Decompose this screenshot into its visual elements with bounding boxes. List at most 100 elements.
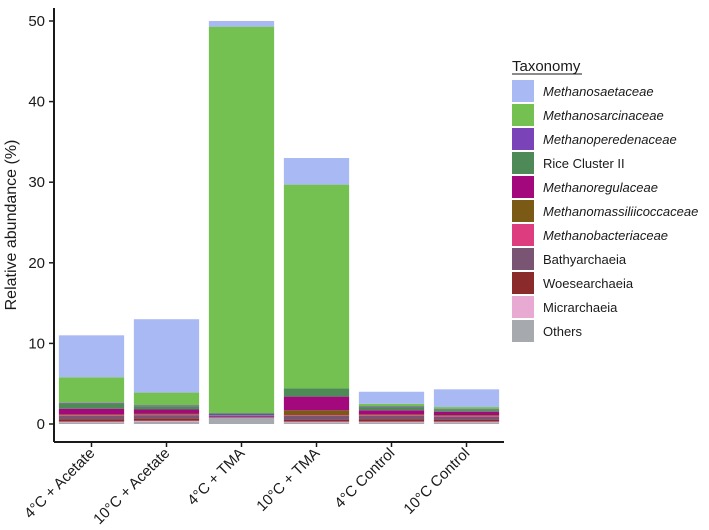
y-tick-label: 30 (28, 174, 45, 191)
x-tick-label: 10°C + TMA (253, 445, 323, 515)
y-tick-label: 0 (37, 416, 45, 433)
legend-swatch (512, 320, 534, 342)
y-tick-label: 50 (28, 13, 45, 30)
bar-segment (58, 377, 125, 404)
bar-segment (208, 26, 275, 414)
bar-segment (133, 415, 200, 419)
legend-label: Bathyarchaeia (543, 252, 627, 267)
bar-segment (58, 415, 125, 416)
bar-segment (283, 396, 350, 411)
bar-segment (58, 414, 125, 416)
bar-segment (208, 415, 275, 417)
bar-segment (283, 421, 350, 423)
bar-segment (58, 421, 125, 423)
bar-segment (283, 388, 350, 397)
legend-label: Methanoregulaceae (543, 180, 658, 195)
bar-segment (283, 419, 350, 422)
x-tick-label: 10°C + Acetate (90, 445, 173, 528)
bar-segment (358, 419, 425, 422)
bar-segment (283, 410, 350, 416)
legend-item: Methanosarcinaceae (512, 104, 664, 126)
x-tick-label: 4°C + Acetate (21, 445, 98, 522)
legend-swatch (512, 128, 534, 150)
bar-segment (58, 422, 125, 424)
legend-label: Methanoperedenaceae (543, 132, 677, 147)
bar-segment (208, 21, 275, 27)
bar-segment (133, 392, 200, 406)
legend-label: Woesearchaeia (543, 276, 634, 291)
bar-segment (133, 406, 200, 410)
bar-segment (58, 403, 125, 409)
bar-segment (58, 403, 125, 404)
bar-segment (433, 407, 500, 410)
legend-item: Micrarchaeia (512, 296, 618, 318)
legend-swatch (512, 224, 534, 246)
y-tick-label: 40 (28, 94, 45, 111)
bar-segment (433, 415, 500, 417)
bar-segment (358, 403, 425, 407)
bar-segment (133, 319, 200, 393)
legend-swatch (512, 272, 534, 294)
legend-swatch (512, 296, 534, 318)
legend-item: Others (512, 320, 583, 342)
bar-segment (358, 421, 425, 423)
bar-segment (133, 413, 200, 415)
legend-label: Rice Cluster II (543, 156, 625, 171)
legend-item: Methanobacteriaceae (512, 224, 668, 246)
legend-swatch (512, 80, 534, 102)
legend-swatch (512, 176, 534, 198)
legend-item: Woesearchaeia (512, 272, 634, 294)
bar-segment (208, 417, 275, 424)
bar-segment (58, 335, 125, 378)
bar-segment (208, 413, 275, 416)
bar-segment (133, 420, 200, 422)
bar-stack (133, 319, 200, 424)
legend-item: Methanoperedenaceae (512, 128, 677, 150)
legend-swatch (512, 152, 534, 174)
x-tick-label: 10°C Control (400, 445, 473, 518)
legend-swatch (512, 248, 534, 270)
bar-segment (358, 422, 425, 424)
legend-item: Rice Cluster II (512, 152, 625, 174)
bar-segment (58, 415, 125, 420)
legend-swatch (512, 104, 534, 126)
bar-segment (358, 414, 425, 416)
y-tick-label: 10 (28, 335, 45, 352)
x-tick-label: 4°C + TMA (184, 445, 248, 509)
y-axis-title: Relative abundance (%) (3, 140, 20, 311)
bar-segment (358, 391, 425, 404)
legend-swatch (512, 200, 534, 222)
bar-segment (208, 415, 275, 416)
bar-segment (433, 389, 500, 408)
legend-label: Methanosarcinaceae (543, 108, 664, 123)
y-axis-ticks: 0 10 20 30 40 50 (28, 13, 54, 433)
bar-segment (358, 415, 425, 420)
bar-segment (358, 407, 425, 411)
bar-stack (433, 389, 500, 424)
bar-segment (283, 422, 350, 424)
bar-segment (358, 410, 425, 415)
bar-stack (208, 21, 275, 424)
bar-segment (208, 416, 275, 418)
legend-label: Micrarchaeia (543, 300, 618, 315)
legend-item: Bathyarchaeia (512, 248, 627, 270)
bar-groups (58, 21, 500, 424)
bar-segment (358, 406, 425, 408)
bar-stack (283, 158, 350, 424)
bar-segment (133, 421, 200, 424)
bar-segment (433, 410, 500, 412)
bar-segment (58, 408, 125, 415)
bar-segment (358, 415, 425, 416)
bar-segment (283, 158, 350, 185)
bar-segment (433, 415, 500, 416)
bar-stack (358, 391, 425, 424)
bar-segment (283, 415, 350, 416)
bar-segment (433, 419, 500, 422)
bar-segment (433, 421, 500, 423)
bar-segment (433, 411, 500, 416)
legend-label: Others (543, 324, 583, 339)
legend: Taxonomy Methanosaetaceae Methanosarcinac… (512, 58, 698, 342)
legend-item: Methanomassiliicoccaceae (512, 200, 698, 222)
